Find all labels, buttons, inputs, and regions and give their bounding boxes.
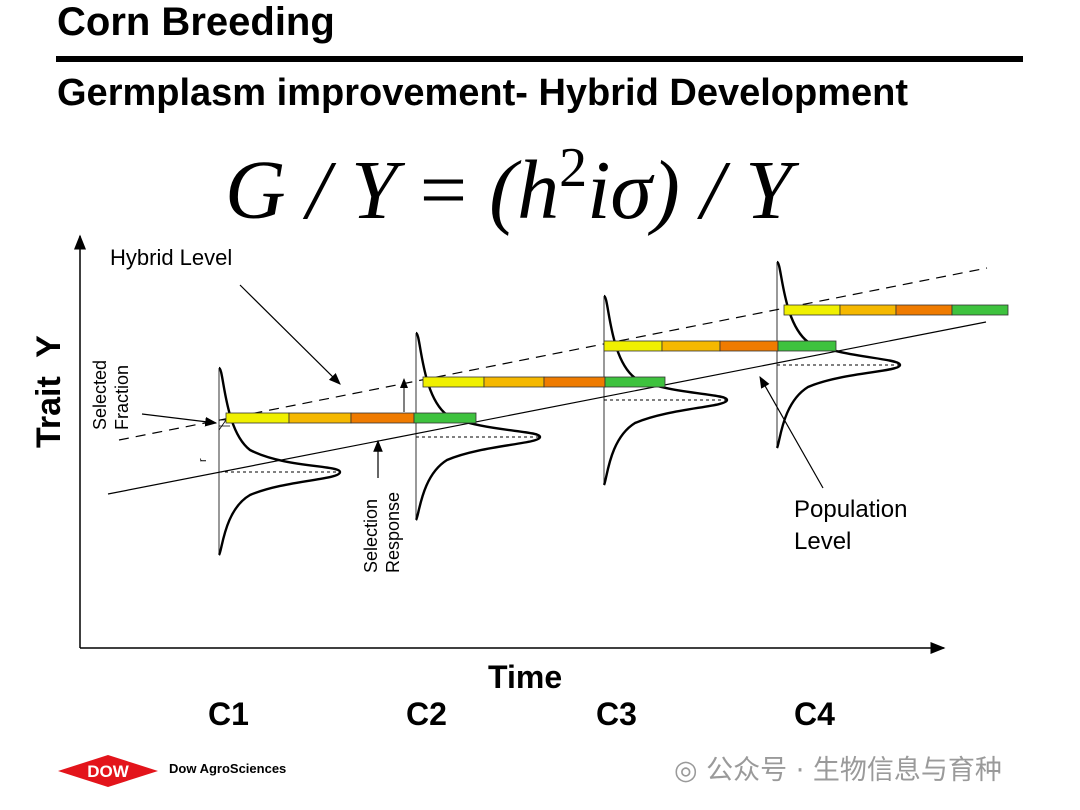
formula-exponent: 2 [559, 137, 587, 199]
wechat-icon: ◎ [674, 755, 707, 786]
y-axis-label: Trait Y [30, 335, 68, 448]
cycle-label-c1: C1 [208, 696, 249, 732]
hybrid-level-arrow [239, 284, 341, 385]
title-divider [56, 56, 1023, 62]
hybrid-bar-c2 [422, 376, 666, 388]
bar-segment [483, 376, 545, 388]
page-title: Corn Breeding [57, 0, 335, 44]
formula-lhs: G / Y [225, 144, 406, 237]
formula-eq: = [420, 144, 467, 237]
bar-segment [225, 412, 290, 424]
dow-logo-text: DOW [87, 762, 130, 781]
page-subtitle: Germplasm improvement- Hybrid Developmen… [57, 72, 908, 114]
distribution-c3 [602, 294, 729, 486]
bar-segment [350, 412, 415, 424]
hybrid-bar-c1 [225, 412, 477, 424]
bar-segment [895, 304, 953, 316]
hybrid-level-line [118, 267, 988, 441]
watermark: ◎ 公众号 · 生物信息与育种 [674, 755, 1002, 786]
selected-fraction-label: Selected Fraction [90, 360, 132, 430]
bar-segment [422, 376, 485, 388]
bar-segment [603, 340, 663, 352]
formula: G / Y = (h2iσ) / Y [225, 137, 800, 237]
distribution-c1 [217, 366, 342, 556]
cycle-label-c3: C3 [596, 696, 637, 732]
cycle-label-c2: C2 [406, 696, 447, 732]
hybrid-bar-c3 [603, 340, 837, 352]
distribution-c2 [414, 331, 542, 521]
hybrid-bar-c4 [783, 304, 1009, 316]
bar-segment [839, 304, 897, 316]
bar-segment [604, 376, 666, 388]
formula-rhs-rest: iσ) / Y [587, 144, 800, 237]
bar-segment [951, 304, 1009, 316]
hybrid-level-label: Hybrid Level [110, 245, 232, 270]
population-level-line [107, 321, 987, 495]
dow-logo: DOW [58, 755, 158, 787]
population-level-arrow [759, 375, 824, 489]
bar-segment [719, 340, 779, 352]
distribution-c4 [775, 260, 902, 449]
bar-segment [661, 340, 721, 352]
population-level-label: Population Level [794, 496, 907, 555]
bar-segment [777, 340, 837, 352]
selected-fraction-arrow [141, 413, 218, 427]
selection-response-label: Selection Response [361, 492, 403, 573]
r-label: r [197, 458, 209, 462]
formula-rhs-open: (h [489, 144, 559, 237]
bar-segment [288, 412, 352, 424]
bar-segment [783, 304, 841, 316]
bar-segment [543, 376, 606, 388]
cycle-label-c4: C4 [794, 696, 835, 732]
bar-segment [413, 412, 477, 424]
x-axis-label: Time [488, 659, 562, 695]
brand-name: Dow AgroSciences [169, 761, 287, 776]
